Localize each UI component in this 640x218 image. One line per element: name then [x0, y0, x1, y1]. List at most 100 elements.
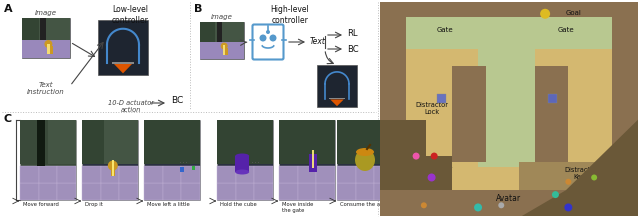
Text: Gate: Gate	[436, 27, 453, 33]
Bar	[144, 120, 200, 164]
Bar	[356, 183, 374, 200]
Bar	[181, 166, 200, 183]
Text: Avatar: Avatar	[497, 194, 522, 203]
Bar	[236, 156, 249, 172]
Bar	[22, 18, 39, 40]
Bar	[112, 160, 114, 176]
Bar	[380, 120, 426, 156]
Bar	[111, 166, 115, 176]
Bar	[200, 22, 244, 59]
Circle shape	[499, 202, 504, 208]
Bar	[223, 48, 228, 55]
Bar	[337, 183, 356, 200]
Bar	[568, 49, 612, 190]
Bar	[20, 166, 38, 183]
Bar	[356, 166, 374, 183]
Bar	[112, 62, 134, 64]
Bar	[337, 120, 393, 200]
Bar	[22, 40, 70, 58]
Text: Low-level
controller: Low-level controller	[111, 5, 148, 25]
Text: A: A	[4, 4, 13, 14]
Bar	[406, 49, 452, 190]
Bar	[279, 183, 298, 200]
Text: Goal: Goal	[566, 10, 581, 16]
Bar	[452, 66, 486, 162]
Bar	[217, 166, 273, 200]
Bar	[406, 17, 612, 49]
Bar	[254, 183, 273, 200]
Text: Move forward: Move forward	[23, 202, 59, 207]
Bar	[163, 166, 181, 183]
Bar	[374, 183, 393, 200]
Bar	[337, 166, 356, 183]
Bar	[82, 166, 138, 200]
Bar	[437, 94, 447, 103]
Text: Key: Key	[441, 166, 453, 172]
Bar	[20, 166, 76, 200]
Bar	[217, 166, 236, 183]
Text: Distractor
Lock: Distractor Lock	[415, 102, 448, 116]
Bar	[20, 120, 76, 200]
Bar	[374, 166, 393, 183]
Bar	[279, 166, 298, 183]
Circle shape	[591, 174, 597, 181]
Bar	[380, 2, 638, 17]
Text: BC: BC	[171, 97, 183, 106]
Circle shape	[259, 34, 266, 41]
Bar	[181, 183, 200, 200]
Text: Image: Image	[35, 10, 57, 16]
Bar	[119, 166, 138, 183]
Text: RL: RL	[347, 29, 358, 39]
Bar	[217, 22, 222, 42]
Circle shape	[552, 191, 559, 198]
Polygon shape	[330, 99, 344, 106]
Bar	[519, 162, 612, 190]
Bar	[279, 120, 335, 200]
Bar	[40, 18, 46, 40]
Bar	[100, 166, 119, 183]
Circle shape	[421, 202, 427, 208]
Bar	[380, 2, 638, 216]
FancyBboxPatch shape	[253, 24, 284, 60]
Bar	[82, 183, 100, 200]
Bar	[337, 120, 393, 164]
Bar	[144, 166, 163, 183]
Text: ...: ...	[250, 155, 259, 165]
Bar	[337, 166, 393, 200]
Bar	[163, 183, 181, 200]
Bar	[48, 120, 76, 164]
Circle shape	[565, 179, 572, 185]
Bar	[58, 166, 76, 183]
Bar	[216, 22, 244, 42]
Bar	[254, 166, 273, 183]
Bar	[193, 166, 195, 170]
Circle shape	[44, 40, 52, 48]
Bar	[316, 183, 335, 200]
Bar	[308, 154, 317, 172]
Bar	[144, 183, 163, 200]
Text: ...: ...	[179, 155, 188, 165]
Text: Lock: Lock	[540, 106, 556, 112]
Text: C: C	[4, 114, 12, 124]
Bar	[548, 94, 557, 103]
Bar	[279, 166, 335, 200]
Bar	[478, 49, 535, 167]
Bar	[47, 44, 50, 54]
Bar	[100, 183, 119, 200]
Text: Consume the apple: Consume the apple	[340, 202, 392, 207]
Bar	[200, 22, 216, 42]
Bar	[119, 183, 138, 200]
Circle shape	[540, 9, 550, 19]
Bar	[98, 20, 148, 75]
Bar	[312, 150, 314, 168]
Bar	[223, 45, 225, 55]
Text: High-level
controller: High-level controller	[271, 5, 309, 25]
Circle shape	[564, 203, 572, 211]
Text: Text
Instruction: Text Instruction	[27, 82, 65, 95]
Bar	[279, 120, 335, 164]
Bar	[200, 42, 244, 59]
Text: BC: BC	[347, 46, 358, 54]
Bar	[380, 156, 452, 190]
Circle shape	[428, 174, 436, 181]
Bar	[217, 120, 273, 200]
